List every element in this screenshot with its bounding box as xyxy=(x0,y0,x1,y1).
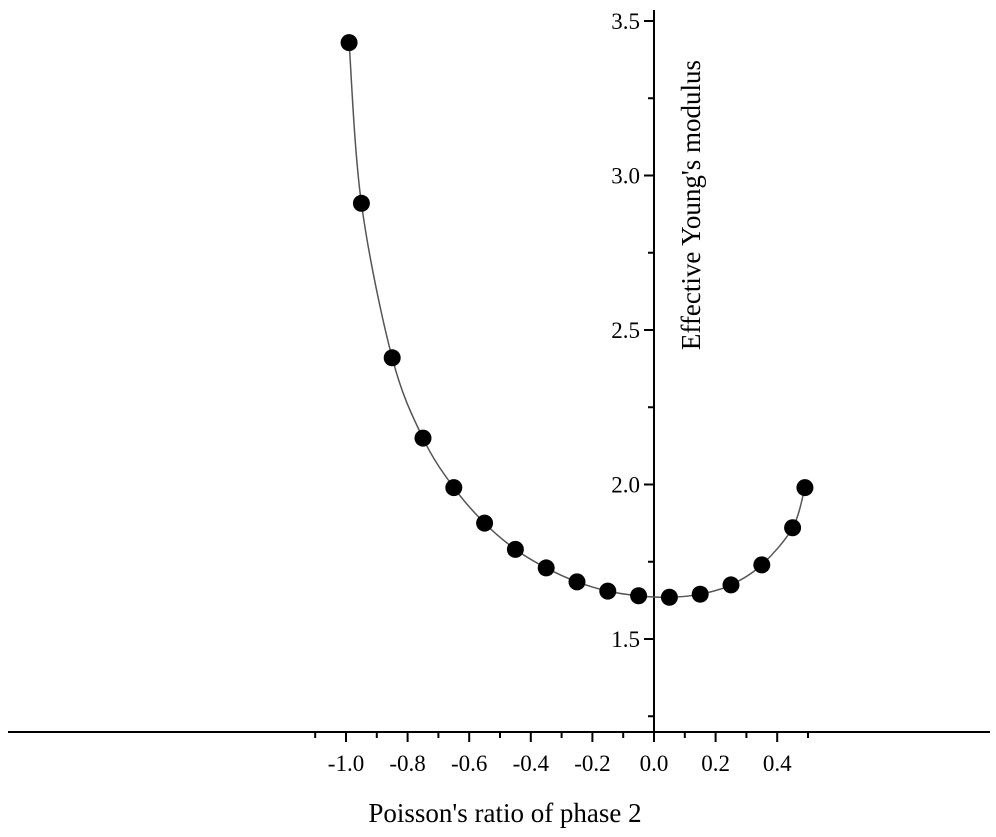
y-tick-label: 2.5 xyxy=(611,318,640,343)
data-point xyxy=(537,559,555,577)
data-point xyxy=(340,34,358,52)
y-tick-label: 2.0 xyxy=(611,473,640,498)
data-point xyxy=(445,479,463,497)
y-axis-title: Effective Young's modulus xyxy=(676,60,706,350)
data-point xyxy=(599,582,617,600)
series-group xyxy=(340,34,814,606)
x-tick-label: -0.4 xyxy=(513,751,550,776)
data-point xyxy=(568,573,586,591)
x-tick-label: -0.2 xyxy=(574,751,610,776)
data-point xyxy=(476,514,494,532)
data-point xyxy=(753,556,771,574)
data-point xyxy=(796,479,814,497)
x-tick-label: 0.2 xyxy=(701,751,730,776)
data-point xyxy=(784,519,802,537)
data-point xyxy=(722,576,740,594)
data-point xyxy=(630,587,648,605)
data-point xyxy=(383,349,401,367)
data-point xyxy=(660,588,678,606)
x-axis-title: Poisson's ratio of phase 2 xyxy=(368,798,641,828)
series-line xyxy=(348,42,806,599)
data-point xyxy=(352,194,370,212)
y-tick-label: 1.5 xyxy=(611,627,640,652)
y-tick-label: 3.0 xyxy=(611,164,640,189)
x-tick-label: -0.6 xyxy=(451,751,487,776)
data-point xyxy=(691,585,709,603)
y-tick-label: 3.5 xyxy=(611,9,640,34)
x-tick-label: -1.0 xyxy=(328,751,364,776)
x-tick-label: 0.0 xyxy=(640,751,669,776)
data-point xyxy=(506,540,524,558)
data-point xyxy=(414,429,432,447)
x-tick-label: -0.8 xyxy=(389,751,425,776)
axes: -1.0 -0.8 -0.6 -0.4 -0.2 0.0 0.2 0.4 1.5 2.0 2.5 3.… xyxy=(8,9,990,776)
x-tick-label: 0.4 xyxy=(763,751,792,776)
